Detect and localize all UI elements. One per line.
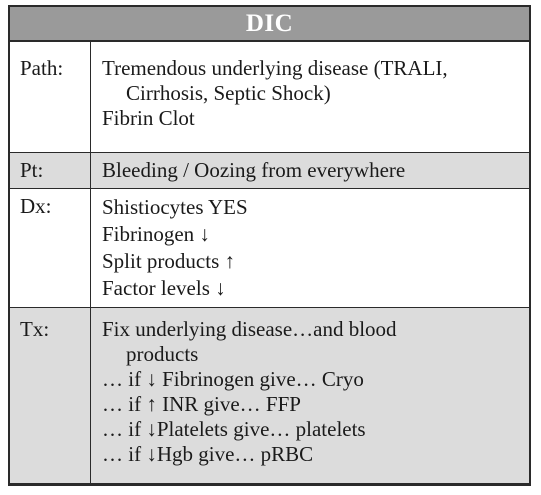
dic-table: DIC Path: Tremendous underlying disease … (8, 5, 531, 486)
row-content-dx: Shistiocytes YES Fibrinogen ↓ Split prod… (102, 194, 521, 302)
table-title: DIC (10, 7, 529, 42)
dx-line: Factor levels ↓ (102, 276, 226, 300)
dx-line: Split products ↑ (102, 249, 236, 273)
path-line: Tremendous underlying disease (TRALI, (102, 56, 448, 80)
column-divider (90, 42, 91, 484)
row-label-tx: Tx: (20, 317, 50, 341)
row-content-tx: Fix underlying disease…and blood product… (102, 317, 521, 467)
row-label-path: Path: (20, 56, 64, 80)
path-line: Cirrhosis, Septic Shock) (126, 81, 331, 105)
pt-line: Bleeding / Oozing from everywhere (102, 158, 406, 182)
row-label-dx: Dx: (20, 194, 52, 218)
row-label-pt: Pt: (20, 158, 44, 182)
table-row-pt: Pt: Bleeding / Oozing from everywhere (10, 153, 529, 189)
row-content-pt: Bleeding / Oozing from everywhere (102, 158, 521, 183)
tx-line: products (126, 342, 199, 366)
table-row-tx: Tx: Fix underlying disease…and blood pro… (10, 308, 529, 484)
row-content-path: Tremendous underlying disease (TRALI, Ci… (102, 56, 521, 131)
tx-line: … if ↓ Fibrinogen give… Cryo (102, 367, 364, 391)
tx-line: Fix underlying disease…and blood (102, 317, 397, 341)
tx-line: … if ↓Hgb give… pRBC (102, 442, 314, 466)
table-row-path: Path: Tremendous underlying disease (TRA… (10, 42, 529, 153)
dx-line: Fibrinogen ↓ (102, 222, 210, 246)
tx-line: … if ↑ INR give… FFP (102, 392, 301, 416)
table-row-dx: Dx: Shistiocytes YES Fibrinogen ↓ Split … (10, 189, 529, 308)
path-line: Fibrin Clot (102, 106, 195, 130)
tx-line: … if ↓Platelets give… platelets (102, 417, 366, 441)
dx-line: Shistiocytes YES (102, 195, 248, 219)
